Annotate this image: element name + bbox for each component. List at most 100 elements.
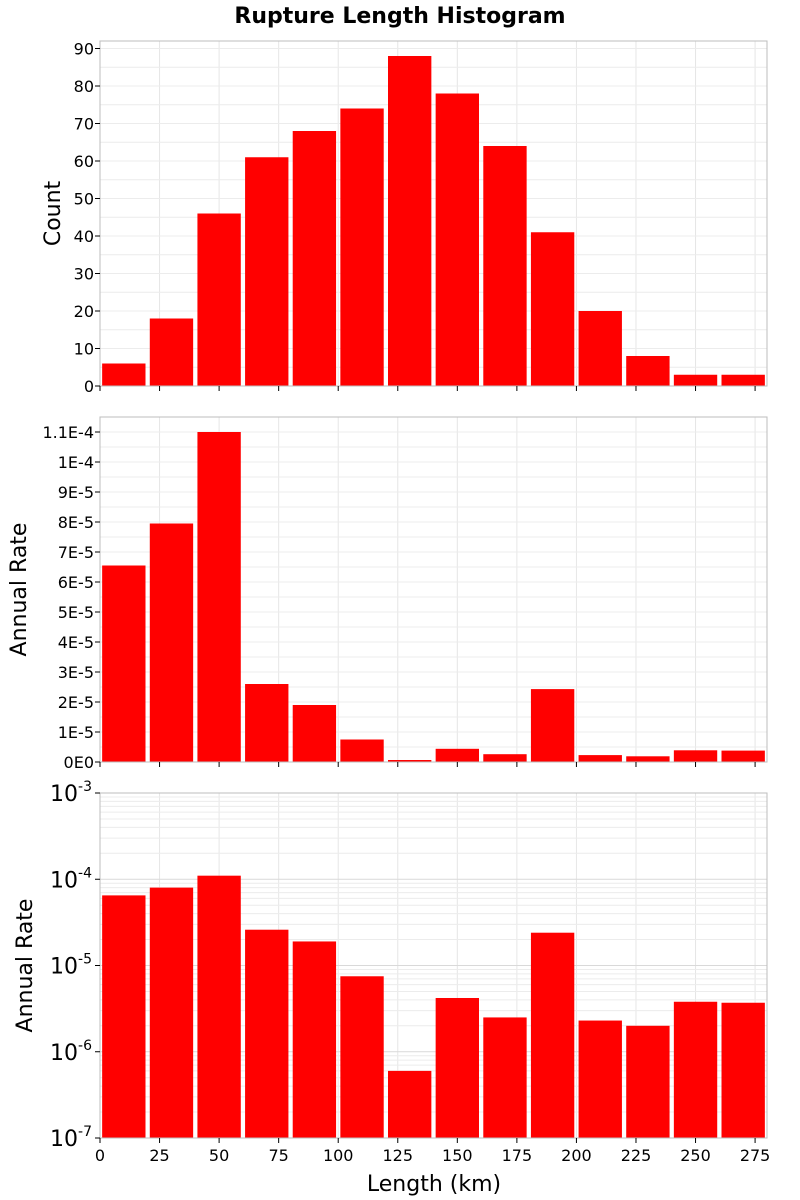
bar [435, 748, 479, 762]
bar [578, 311, 622, 386]
panels: 0 10 20 30 40 50 60 70 80 90 Count 0E0 1E-5 2E-5 3E-5 4… [7, 40, 770, 1166]
y-tick-label: 0E0 [64, 753, 94, 772]
y-tick-label: 10-4 [50, 865, 92, 893]
y-tick-label: 1.1E-4 [42, 423, 94, 442]
bar [102, 363, 146, 386]
x-tick-label: 225 [621, 1146, 652, 1165]
y-tick-label: 70 [74, 115, 94, 134]
y-axis: 0 10 20 30 40 50 60 70 80 90 [74, 40, 100, 396]
y-axis-label: Annual Rate [7, 523, 32, 657]
y-tick-label: 3E-5 [58, 663, 94, 682]
y-axis: 10-7 10-6 10-5 10-4 10-3 [50, 779, 100, 1152]
bar [149, 318, 194, 386]
x-tick-label: 250 [680, 1146, 711, 1165]
bar [530, 932, 575, 1138]
bar [340, 108, 384, 386]
bar [340, 739, 384, 762]
y-tick-label: 20 [74, 302, 94, 321]
x-tick-label: 50 [209, 1146, 229, 1165]
bar [245, 157, 289, 386]
bar [721, 750, 765, 762]
bar [340, 976, 384, 1138]
y-tick-label: 80 [74, 77, 94, 96]
x-tick-label: 275 [740, 1146, 771, 1165]
bar [483, 146, 527, 386]
y-tick-label: 9E-5 [58, 483, 94, 502]
bar [102, 895, 146, 1138]
y-tick-label: 10-6 [50, 1038, 92, 1066]
panel-2: 0E0 1E-5 2E-5 3E-5 4E-5 5E-5 6E-5 7E-5 8E-5 9E-5 1… [7, 416, 768, 772]
x-tick-label: 25 [149, 1146, 169, 1165]
bar [388, 56, 432, 386]
bar [435, 997, 479, 1138]
bar [578, 1020, 622, 1138]
y-axis-label: Annual Rate [13, 899, 38, 1033]
x-axis-label: Length (km) [367, 1172, 501, 1197]
bars [102, 56, 765, 386]
y-tick-label: 2E-5 [58, 693, 94, 712]
bar [149, 523, 194, 762]
bar [245, 929, 289, 1138]
bar [483, 1017, 527, 1138]
bar [673, 374, 718, 386]
x-axis: 0 25 50 75 100 125 150 175 200 225 250 275 [95, 1146, 770, 1165]
bar [292, 705, 337, 762]
bar [245, 684, 289, 762]
bar [292, 131, 337, 386]
y-tick-label: 1E-4 [58, 453, 94, 472]
y-tick-label: 30 [74, 265, 94, 284]
bar [149, 887, 194, 1138]
y-tick-label: 10-3 [50, 779, 92, 807]
bar [292, 941, 337, 1138]
gridlines [99, 41, 767, 387]
y-tick-label: 10-7 [50, 1124, 92, 1152]
x-tick-label: 0 [95, 1146, 105, 1165]
y-axis: 0E0 1E-5 2E-5 3E-5 4E-5 5E-5 6E-5 7E-5 8E-5 9E-5 1… [42, 423, 100, 772]
y-axis-label: Count [41, 180, 66, 246]
bar [483, 754, 527, 762]
bars [102, 432, 765, 762]
bar [578, 755, 622, 762]
x-tick-label: 150 [442, 1146, 473, 1165]
bar [102, 565, 146, 762]
chart-title: Rupture Length Histogram [234, 4, 565, 29]
y-tick-label: 60 [74, 152, 94, 171]
x-tick-label: 100 [323, 1146, 354, 1165]
plot-frame [99, 416, 768, 763]
y-tick-label: 50 [74, 190, 94, 209]
bar [673, 750, 718, 762]
y-tick-label: 40 [74, 227, 94, 246]
panel-1: 0 10 20 30 40 50 60 70 80 90 Count [41, 40, 768, 396]
bar [388, 760, 432, 762]
bar [721, 374, 765, 386]
bar [435, 93, 479, 386]
bar [530, 232, 575, 386]
x-tick-label: 125 [382, 1146, 413, 1165]
y-tick-label: 0 [84, 377, 94, 396]
bar [673, 1001, 718, 1138]
bar [197, 875, 241, 1138]
bar [626, 356, 670, 386]
bar [721, 1002, 765, 1138]
plot-frame [99, 40, 768, 387]
x-tick-label: 200 [561, 1146, 592, 1165]
bar [197, 213, 241, 386]
bar [626, 756, 670, 762]
y-tick-label: 1E-5 [58, 723, 94, 742]
bar [388, 1070, 432, 1138]
bars [102, 875, 765, 1138]
y-tick-label: 10-5 [50, 952, 92, 980]
bar [530, 689, 575, 762]
bar [197, 432, 241, 762]
panel-3: 10-7 10-6 10-5 10-4 10-3 Annual Rate [13, 779, 768, 1152]
x-tick-label: 175 [502, 1146, 533, 1165]
x-tick-label: 75 [268, 1146, 288, 1165]
y-tick-label: 8E-5 [58, 513, 94, 532]
bar [626, 1025, 670, 1138]
y-tick-label: 6E-5 [58, 573, 94, 592]
y-tick-label: 90 [74, 40, 94, 59]
y-tick-label: 4E-5 [58, 633, 94, 652]
y-tick-label: 5E-5 [58, 603, 94, 622]
y-tick-label: 10 [74, 340, 94, 359]
